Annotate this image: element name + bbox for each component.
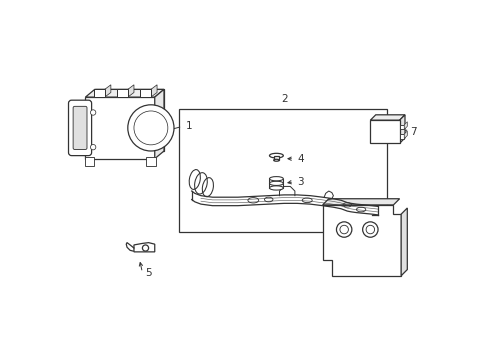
Text: 1: 1 xyxy=(185,121,192,131)
Text: 2: 2 xyxy=(280,94,287,104)
Polygon shape xyxy=(369,115,404,120)
Ellipse shape xyxy=(269,177,283,181)
Bar xyxy=(273,156,279,160)
Ellipse shape xyxy=(273,159,279,161)
Circle shape xyxy=(362,222,377,237)
Polygon shape xyxy=(127,85,134,97)
Polygon shape xyxy=(399,115,404,143)
Ellipse shape xyxy=(269,153,283,158)
Bar xyxy=(399,125,404,130)
Ellipse shape xyxy=(269,186,283,190)
Circle shape xyxy=(142,245,148,251)
Bar xyxy=(146,157,155,166)
Circle shape xyxy=(127,105,174,151)
Polygon shape xyxy=(404,131,407,139)
Circle shape xyxy=(134,111,167,145)
Polygon shape xyxy=(322,199,399,205)
Circle shape xyxy=(339,225,347,234)
Polygon shape xyxy=(322,205,400,276)
Text: 7: 7 xyxy=(409,127,416,137)
Bar xyxy=(84,157,94,166)
Polygon shape xyxy=(404,122,407,130)
Circle shape xyxy=(336,222,351,237)
Circle shape xyxy=(90,110,96,115)
Text: 4: 4 xyxy=(297,154,303,164)
Polygon shape xyxy=(134,243,154,252)
Circle shape xyxy=(366,225,374,234)
Polygon shape xyxy=(400,208,407,276)
FancyBboxPatch shape xyxy=(68,100,91,156)
Bar xyxy=(179,109,386,232)
Bar xyxy=(85,97,154,159)
Bar xyxy=(140,89,151,97)
Text: 3: 3 xyxy=(297,177,303,187)
Bar xyxy=(95,89,163,151)
Ellipse shape xyxy=(269,181,283,185)
FancyBboxPatch shape xyxy=(73,106,87,149)
Polygon shape xyxy=(104,85,111,97)
Bar xyxy=(369,120,399,143)
Text: 5: 5 xyxy=(145,268,152,278)
Polygon shape xyxy=(85,89,163,97)
Circle shape xyxy=(90,144,96,150)
Bar xyxy=(94,89,104,97)
Text: 6: 6 xyxy=(362,269,368,279)
Polygon shape xyxy=(154,89,163,159)
Bar xyxy=(399,134,404,139)
Bar xyxy=(117,89,127,97)
Polygon shape xyxy=(151,85,157,97)
